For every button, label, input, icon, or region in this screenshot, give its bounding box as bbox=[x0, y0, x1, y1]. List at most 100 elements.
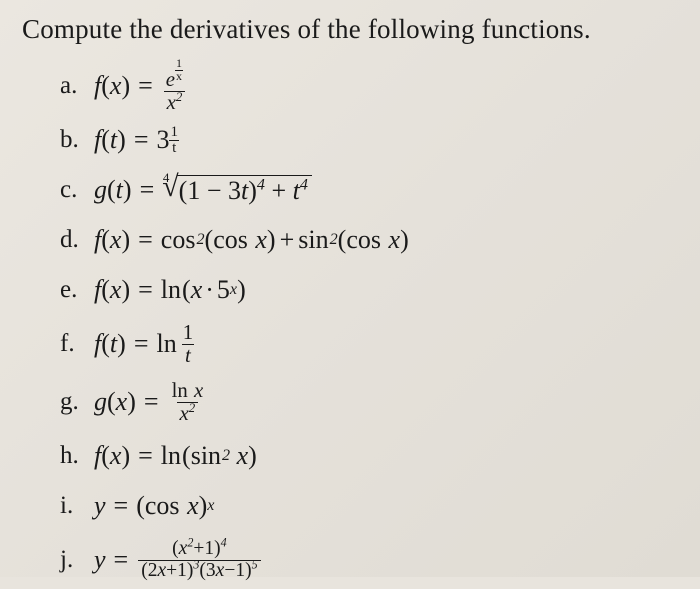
item-label: e. bbox=[60, 276, 94, 304]
equals: = bbox=[132, 175, 163, 205]
root-index: 4 bbox=[163, 170, 170, 186]
cos: cos bbox=[145, 491, 180, 521]
item-label: h. bbox=[60, 442, 94, 470]
var: x bbox=[116, 387, 128, 417]
fn-name: f bbox=[94, 329, 101, 359]
x2: x bbox=[389, 225, 401, 255]
var: t bbox=[110, 329, 117, 359]
ln: ln bbox=[161, 441, 181, 471]
root: 4 √ (1 − 3t)4 + t4 bbox=[162, 175, 312, 206]
t1: (1 − 3 bbox=[179, 176, 241, 205]
x: x bbox=[191, 275, 203, 305]
t3: t bbox=[293, 176, 300, 205]
base: 3 bbox=[156, 125, 169, 155]
radicand: (1 − 3t)4 + t4 bbox=[177, 175, 312, 206]
m: − bbox=[224, 560, 235, 581]
prompt-text: Compute the derivatives of the following… bbox=[22, 14, 678, 45]
math-expr: f(x) = e1x x2 bbox=[94, 58, 188, 114]
item-c: c. g(t) = 4 √ (1 − 3t)4 + t4 bbox=[60, 165, 678, 215]
math-expr: y = (cos x)x bbox=[94, 491, 214, 521]
plus: + bbox=[265, 176, 293, 205]
ln: ln bbox=[161, 275, 181, 305]
sin: sin bbox=[191, 441, 221, 471]
p4b: 4 bbox=[300, 176, 308, 193]
item-label: c. bbox=[60, 176, 94, 204]
lhs: y bbox=[94, 545, 106, 575]
math-expr: f(x) = ln(sin2 x) bbox=[94, 441, 257, 471]
fn-name: g bbox=[94, 387, 107, 417]
math-expr: f(t) = ln 1 t bbox=[94, 322, 198, 367]
ln: ln bbox=[172, 379, 188, 402]
ln: ln bbox=[156, 329, 176, 359]
fn-name: f bbox=[94, 441, 101, 471]
fn-name: g bbox=[94, 175, 107, 205]
fraction: (x2+1)4 (2x+1)3(3x−1)5 bbox=[138, 539, 260, 581]
item-label: d. bbox=[60, 226, 94, 254]
cos3: cos bbox=[346, 225, 381, 255]
d: x bbox=[175, 70, 183, 82]
math-expr: f(x) = cos2(cos x) + sin2(cos x) bbox=[94, 225, 409, 255]
math-expr: f(t) = 31t bbox=[94, 125, 179, 155]
fraction: e1x x2 bbox=[163, 58, 186, 114]
x2: x bbox=[180, 402, 189, 425]
fn-name: f bbox=[94, 275, 101, 305]
equals: = bbox=[136, 387, 167, 417]
item-g: g. g(x) = ln x x2 bbox=[60, 373, 678, 431]
item-j: j. y = (x2+1)4 (2x+1)3(3x−1)5 bbox=[60, 531, 678, 589]
x2: x bbox=[157, 560, 166, 581]
item-label: b. bbox=[60, 126, 94, 154]
equals: = bbox=[126, 329, 157, 359]
x: x bbox=[255, 225, 267, 255]
cos: cos bbox=[161, 225, 196, 255]
equals: = bbox=[130, 71, 161, 101]
lhs: y bbox=[94, 491, 106, 521]
x: x bbox=[194, 379, 203, 402]
xp: x bbox=[207, 497, 214, 514]
fn-name: f bbox=[94, 71, 101, 101]
sq: 2 bbox=[176, 90, 182, 104]
var: x bbox=[110, 441, 122, 471]
math-expr: g(x) = ln x x2 bbox=[94, 380, 208, 425]
den: t bbox=[182, 344, 194, 367]
math-expr: g(t) = 4 √ (1 − 3t)4 + t4 bbox=[94, 175, 312, 206]
var: t bbox=[116, 175, 123, 205]
page: Compute the derivatives of the following… bbox=[0, 0, 700, 577]
item-h: h. f(x) = ln(sin2 x) bbox=[60, 431, 678, 481]
x: x bbox=[187, 491, 199, 521]
p5: 5 bbox=[252, 557, 258, 571]
item-a: a. f(x) = e1x x2 bbox=[60, 57, 678, 115]
p: + bbox=[193, 538, 204, 559]
item-label: j. bbox=[60, 546, 94, 574]
sin: sin bbox=[298, 225, 328, 255]
item-e: e. f(x) = ln(x·5x) bbox=[60, 265, 678, 315]
item-b: b. f(t) = 31t bbox=[60, 115, 678, 165]
item-d: d. f(x) = cos2(cos x) + sin2(cos x) bbox=[60, 215, 678, 265]
base: 5 bbox=[217, 275, 230, 305]
fn-name: f bbox=[94, 125, 101, 155]
problem-list: a. f(x) = e1x x2 b. f(t) = 31t c. g bbox=[22, 57, 678, 589]
fn-name: f bbox=[94, 225, 101, 255]
o3: 1 bbox=[235, 560, 245, 581]
sq: 2 bbox=[189, 401, 195, 415]
var: x bbox=[110, 225, 122, 255]
d: t bbox=[169, 140, 179, 155]
item-f: f. f(t) = ln 1 t bbox=[60, 315, 678, 373]
math-expr: f(x) = ln(x·5x) bbox=[94, 275, 246, 305]
item-i: i. y = (cos x)x bbox=[60, 481, 678, 531]
n: 1 bbox=[175, 58, 183, 69]
p4: 4 bbox=[221, 536, 227, 550]
equals: = bbox=[130, 441, 161, 471]
equals: = bbox=[130, 275, 161, 305]
p4: 4 bbox=[257, 176, 265, 193]
item-label: g. bbox=[60, 388, 94, 416]
x: x bbox=[237, 441, 249, 471]
fraction: 1 t bbox=[180, 322, 196, 367]
o2: 1 bbox=[177, 560, 187, 581]
p2: + bbox=[166, 560, 177, 581]
var: x bbox=[110, 275, 122, 305]
item-label: a. bbox=[60, 72, 94, 100]
equals: = bbox=[106, 545, 137, 575]
num: 1 bbox=[180, 322, 196, 344]
item-label: f. bbox=[60, 330, 94, 358]
fraction: ln x x2 bbox=[169, 380, 207, 425]
